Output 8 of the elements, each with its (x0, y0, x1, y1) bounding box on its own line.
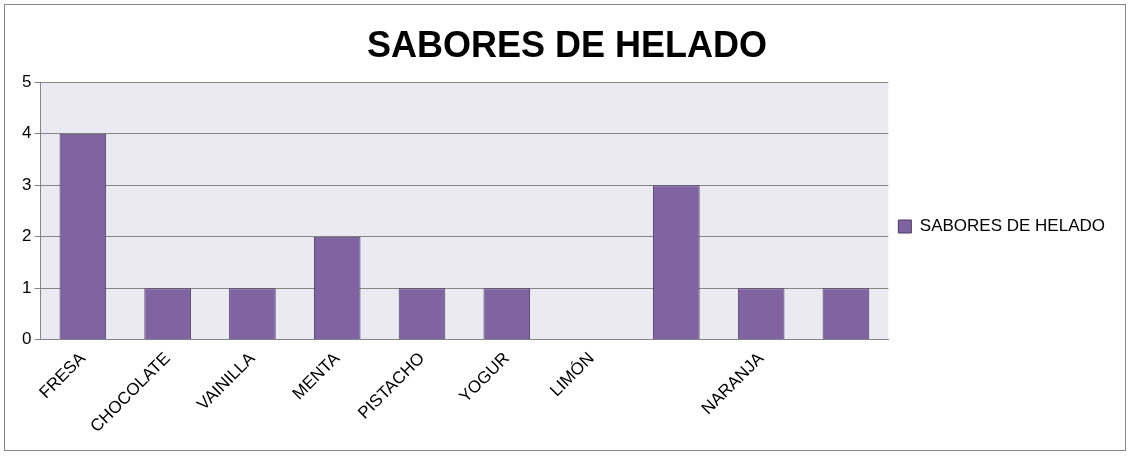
y-tick-label: 2 (21, 226, 32, 246)
y-tick-label: 5 (21, 71, 32, 91)
y-tick-label: 3 (21, 174, 32, 194)
chart-title: SABORES DE HELADO (366, 23, 768, 65)
y-tick-label: 1 (21, 277, 32, 297)
y-tick-label: 4 (21, 123, 32, 143)
legend-label: SABORES DE HELADO (919, 216, 1106, 236)
y-tick-label: 0 (21, 329, 32, 349)
